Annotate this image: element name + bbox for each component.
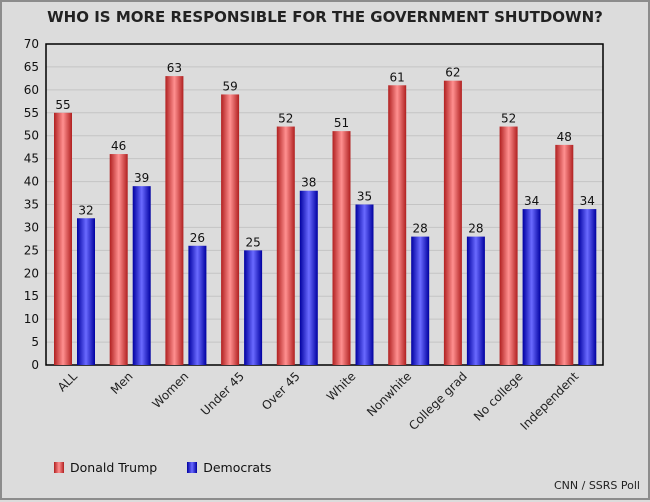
x-tick-label: No college: [471, 369, 526, 424]
bar-trump: [555, 144, 574, 365]
y-tick-label: 25: [24, 243, 39, 257]
data-label: 52: [501, 112, 516, 126]
bar-trump: [499, 126, 518, 366]
y-tick-label: 5: [31, 335, 39, 349]
y-tick-label: 55: [24, 106, 39, 120]
data-label: 28: [413, 222, 428, 236]
x-tick-label: White: [324, 369, 359, 404]
chart-title: WHO IS MORE RESPONSIBLE FOR THE GOVERNME…: [47, 8, 603, 26]
y-tick-label: 0: [31, 358, 39, 372]
data-label: 28: [468, 222, 483, 236]
bar-trump: [276, 126, 295, 366]
x-tick-label: Women: [150, 369, 192, 411]
y-tick-label: 65: [24, 60, 39, 74]
bar-democrats: [522, 209, 541, 365]
x-tick-label: Men: [108, 369, 136, 397]
source-note: CNN / SSRS Poll: [553, 479, 640, 492]
legend-swatch: [187, 462, 198, 473]
bar-democrats: [188, 245, 207, 365]
y-tick-label: 20: [24, 266, 39, 280]
data-label: 52: [278, 112, 293, 126]
x-tick-label: Independent: [518, 369, 582, 433]
bar-democrats: [411, 236, 430, 365]
x-tick-label: Nonwhite: [364, 369, 414, 419]
data-label: 46: [111, 139, 126, 153]
y-tick-label: 40: [24, 175, 39, 189]
bar-trump: [388, 85, 407, 366]
data-label: 55: [55, 98, 70, 112]
data-label: 59: [222, 79, 237, 93]
x-tick-label: College grad: [406, 369, 470, 433]
data-label: 34: [524, 194, 539, 208]
bar-democrats: [578, 209, 597, 365]
data-label: 25: [245, 235, 260, 249]
bar-democrats: [244, 250, 263, 365]
y-tick-label: 70: [24, 37, 39, 51]
bar-democrats: [77, 218, 95, 365]
legend-label: Donald Trump: [70, 460, 158, 475]
y-tick-label: 30: [24, 220, 39, 234]
data-label: 62: [445, 66, 460, 80]
data-label: 51: [334, 116, 349, 130]
y-tick-label: 35: [24, 198, 39, 212]
data-label: 39: [134, 171, 149, 185]
data-label: 35: [357, 190, 372, 204]
bar-trump: [165, 76, 184, 365]
bar-democrats: [132, 186, 151, 365]
bar-trump: [54, 112, 72, 366]
bar-democrats: [466, 236, 485, 365]
data-label: 32: [78, 203, 93, 217]
data-label: 63: [167, 61, 182, 75]
y-tick-label: 45: [24, 152, 39, 166]
data-label: 34: [580, 194, 595, 208]
y-tick-label: 15: [24, 289, 39, 303]
y-tick-label: 60: [24, 83, 39, 97]
data-label: 48: [557, 130, 572, 144]
legend-swatch: [54, 462, 64, 473]
x-tick-label: Under 45: [198, 369, 247, 418]
data-label: 26: [190, 231, 205, 245]
legend-label: Democrats: [203, 460, 272, 475]
y-tick-label: 50: [24, 129, 39, 143]
x-tick-label: ALL: [55, 369, 80, 394]
bar-trump: [332, 131, 351, 365]
data-label: 38: [301, 176, 316, 190]
legend-item-trump: Donald Trump: [54, 460, 157, 475]
data-label: 61: [390, 70, 405, 84]
y-tick-label: 10: [24, 312, 39, 326]
plot-frame: [45, 43, 604, 366]
bar-trump: [221, 94, 240, 365]
bar-trump: [443, 80, 462, 365]
bar-democrats: [355, 204, 374, 365]
bar-democrats: [299, 190, 318, 365]
legend: Donald Trump Democrats: [54, 460, 271, 475]
legend-item-democrats: Democrats: [187, 460, 271, 475]
bar-trump: [109, 154, 128, 365]
x-tick-label: Over 45: [259, 369, 303, 413]
